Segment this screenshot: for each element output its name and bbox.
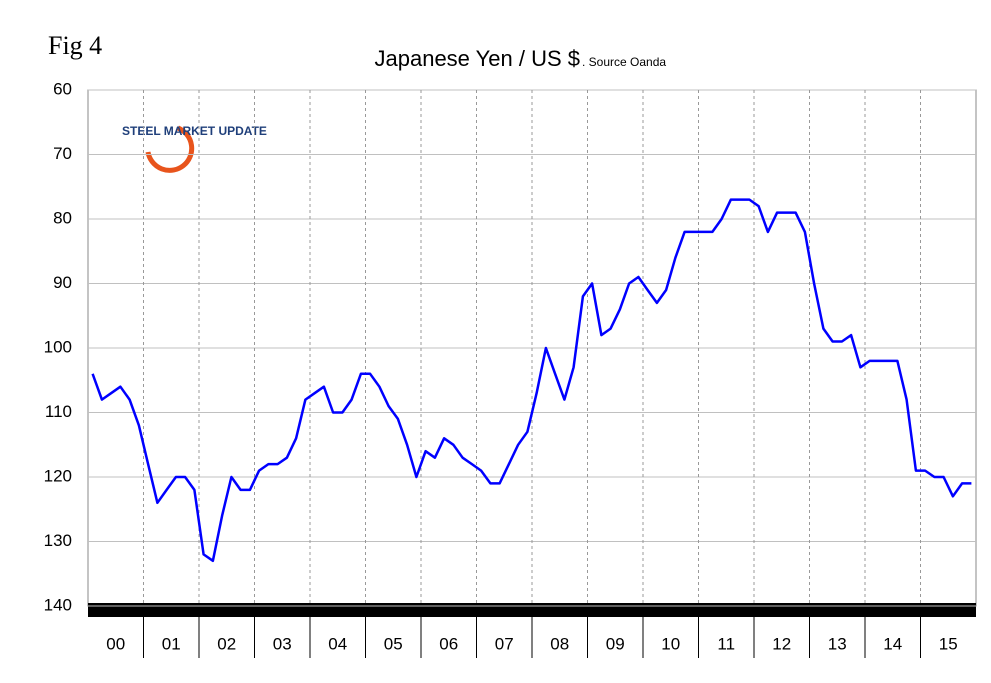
logo-arc — [145, 125, 195, 173]
logo-text: STEEL MARKET UPDATE — [122, 124, 267, 138]
chart-title: Japanese Yen / US $ — [375, 46, 581, 71]
axis-bar — [88, 603, 976, 617]
x-tick-label: 14 — [883, 634, 902, 653]
x-tick-label: 13 — [828, 634, 847, 653]
x-tick-label: 06 — [439, 634, 458, 653]
y-tick-label: 60 — [53, 79, 72, 98]
y-tick-label: 90 — [53, 273, 72, 292]
figure-label: Fig 4 — [48, 31, 102, 60]
x-tick-label: 05 — [384, 634, 403, 653]
x-tick-label: 15 — [939, 634, 958, 653]
x-tick-label: 09 — [606, 634, 625, 653]
y-tick-label: 120 — [44, 466, 72, 485]
x-tick-label: 01 — [162, 634, 181, 653]
x-tick-label: 03 — [273, 634, 292, 653]
x-tick-label: 08 — [550, 634, 569, 653]
x-tick-label: 10 — [661, 634, 680, 653]
y-tick-label: 80 — [53, 208, 72, 227]
chart-subtitle: . Source Oanda — [582, 55, 666, 69]
x-tick-label: 04 — [328, 634, 347, 653]
x-tick-label: 07 — [495, 634, 514, 653]
x-tick-label: 11 — [717, 634, 735, 653]
y-tick-label: 110 — [45, 402, 72, 421]
y-tick-label: 70 — [53, 144, 72, 163]
x-tick-label: 12 — [772, 634, 791, 653]
x-tick-label: 02 — [217, 634, 236, 653]
series-line — [91, 198, 972, 563]
y-tick-label: 100 — [44, 337, 72, 356]
y-tick-label: 140 — [44, 595, 72, 614]
logo: STEEL MARKET UPDATE — [122, 124, 267, 173]
y-tick-label: 130 — [44, 531, 72, 550]
x-tick-label: 00 — [106, 634, 125, 653]
